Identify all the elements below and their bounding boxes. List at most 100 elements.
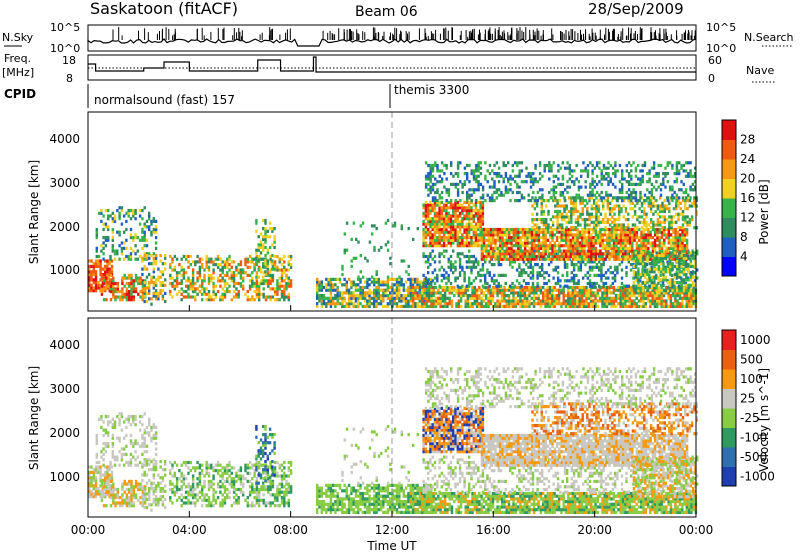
heatmap-cell xyxy=(244,263,247,267)
heatmap-cell xyxy=(551,199,555,203)
heatmap-cell xyxy=(683,230,686,234)
heatmap-cell xyxy=(440,206,443,210)
heatmap-cell xyxy=(665,218,669,222)
heatmap-cell xyxy=(431,185,435,189)
heatmap-cell xyxy=(106,281,109,285)
heatmap-cell xyxy=(472,203,475,207)
heatmap-cell xyxy=(574,204,578,208)
heatmap-cell xyxy=(111,211,114,215)
heatmap-cell xyxy=(605,291,609,295)
heatmap-cell xyxy=(185,257,188,261)
heatmap-cell xyxy=(640,304,643,308)
heatmap-cell xyxy=(667,291,670,295)
heatmap-cell xyxy=(501,257,504,261)
heatmap-cell xyxy=(667,230,670,234)
heatmap-cell xyxy=(565,238,568,242)
heatmap-cell xyxy=(395,302,399,306)
heatmap-cell xyxy=(226,260,229,264)
heatmap-cell xyxy=(685,294,688,298)
heatmap-cell xyxy=(382,304,385,308)
heatmap-cell xyxy=(106,264,109,268)
heatmap-cell xyxy=(450,172,453,176)
heatmap-cell xyxy=(692,294,695,298)
heatmap-cell xyxy=(442,227,446,232)
heatmap-cell xyxy=(507,304,511,308)
heatmap-cell xyxy=(255,254,259,259)
heatmap-cell xyxy=(108,262,111,266)
heatmap-cell xyxy=(355,237,358,241)
heatmap-cell xyxy=(553,246,556,250)
heatmap-cell xyxy=(599,249,602,253)
heatmap-cell xyxy=(570,220,573,224)
heatmap-cell xyxy=(588,281,592,286)
heatmap-cell xyxy=(255,275,258,279)
heatmap-cell xyxy=(633,294,636,298)
heatmap-cell xyxy=(94,272,98,277)
heatmap-cell xyxy=(137,279,140,283)
heatmap-cell xyxy=(649,230,652,234)
heatmap-cell xyxy=(141,217,144,221)
heatmap-cell xyxy=(612,296,616,300)
heatmap-cell xyxy=(665,207,669,211)
heatmap-cell xyxy=(465,222,469,226)
heatmap-cell xyxy=(685,227,689,232)
heatmap-cell xyxy=(582,260,585,264)
heatmap-cell xyxy=(154,236,158,240)
heatmap-cell xyxy=(175,292,179,296)
heatmap-cell xyxy=(551,257,554,261)
heatmap-cell xyxy=(472,236,475,240)
heatmap-cell xyxy=(556,265,560,269)
heatmap-cell xyxy=(418,291,422,295)
heatmap-cell xyxy=(232,281,236,286)
heatmap-cell xyxy=(560,291,563,295)
heatmap-cell xyxy=(580,302,584,306)
heatmap-cell xyxy=(287,295,290,299)
heatmap-cell xyxy=(679,227,682,232)
heatmap-cell xyxy=(436,199,439,203)
heatmap-cell xyxy=(612,233,616,237)
heatmap-cell xyxy=(473,299,476,303)
heatmap-cell xyxy=(626,236,629,240)
heatmap-cell xyxy=(525,263,528,267)
heatmap-cell xyxy=(368,302,371,306)
heatmap-cell xyxy=(267,284,270,288)
heatmap-cell xyxy=(585,244,588,248)
heatmap-cell xyxy=(549,230,552,234)
heatmap-cell xyxy=(576,302,579,306)
heatmap-cell xyxy=(486,268,489,272)
heatmap-cell xyxy=(118,217,121,221)
heatmap-cell xyxy=(484,279,487,283)
heatmap-cell xyxy=(570,212,573,216)
heatmap-cell xyxy=(325,302,328,306)
heatmap-cell xyxy=(389,302,392,306)
heatmap-cell xyxy=(647,204,650,208)
heatmap-cell xyxy=(409,285,413,290)
heatmap-cell xyxy=(581,218,584,222)
heatmap-cell xyxy=(431,257,434,261)
heatmap-cell xyxy=(219,298,222,302)
heatmap-cell xyxy=(189,287,192,291)
heatmap-cell xyxy=(479,236,482,240)
heatmap-cell xyxy=(679,257,682,261)
freq-tick-top: 18 xyxy=(62,54,76,67)
heatmap-cell xyxy=(458,265,462,269)
heatmap-cell xyxy=(533,230,536,234)
heatmap-cell xyxy=(688,199,692,203)
heatmap-cell xyxy=(466,296,470,300)
heatmap-cell xyxy=(262,275,265,279)
heatmap-cell xyxy=(100,244,103,248)
heatmap-cell xyxy=(662,294,666,298)
heatmap-cell xyxy=(485,244,488,248)
heatmap-cell xyxy=(424,211,428,215)
heatmap-cell xyxy=(618,226,621,230)
heatmap-cell xyxy=(519,238,522,242)
heatmap-cell xyxy=(255,218,258,223)
heatmap-cell xyxy=(262,257,265,261)
heatmap-cell xyxy=(507,296,511,300)
heatmap-cell xyxy=(320,299,323,303)
heatmap-cell xyxy=(427,265,430,269)
heatmap-cell xyxy=(145,225,149,229)
heatmap-cell xyxy=(555,236,559,240)
heatmap-cell xyxy=(332,302,335,306)
heatmap-cell xyxy=(175,279,179,283)
